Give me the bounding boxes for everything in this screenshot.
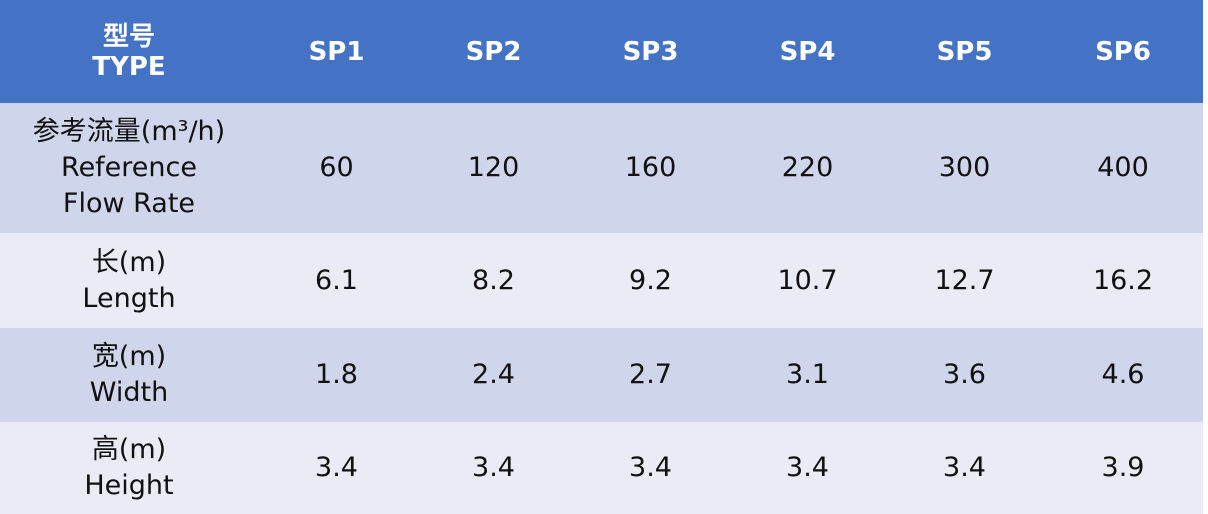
row-label-cell: 参考流量(m³/h) Reference Flow Rate <box>0 103 258 233</box>
column-header: SP4 <box>729 0 886 103</box>
value-cell: 12.7 <box>886 233 1043 328</box>
value-cell: 3.6 <box>886 328 1043 422</box>
value-cell: 3.4 <box>415 422 572 514</box>
row-label-cell: 长(m) Length <box>0 233 258 328</box>
value-cell: 120 <box>415 103 572 233</box>
value-cell: 16.2 <box>1043 233 1203 328</box>
value-cell: 400 <box>1043 103 1203 233</box>
data-row: 宽(m) Width 1.8 2.4 2.7 3.1 3.6 4.6 <box>0 328 1203 422</box>
row-label: 宽(m) <box>91 341 167 372</box>
value-cell: 1.8 <box>258 328 415 422</box>
value-cell: 160 <box>572 103 729 233</box>
value-cell: 3.4 <box>886 422 1043 514</box>
value-cell: 3.1 <box>729 328 886 422</box>
header-cell: 型号 TYPE <box>0 0 258 103</box>
value-cell: 4.6 <box>1043 328 1203 422</box>
value-cell: 220 <box>729 103 886 233</box>
column-header: SP6 <box>1043 0 1203 103</box>
column-header: SP1 <box>258 0 415 103</box>
value-cell: 10.7 <box>729 233 886 328</box>
row-label: Flow Rate <box>62 188 196 219</box>
data-row: 长(m) Length 6.1 8.2 9.2 10.7 12.7 16.2 <box>0 233 1203 328</box>
header-label: TYPE <box>92 51 166 82</box>
row-label: 参考流量(m³/h) <box>32 116 226 147</box>
column-header: SP2 <box>415 0 572 103</box>
row-label-cell: 高(m) Height <box>0 422 258 514</box>
value-cell: 3.4 <box>572 422 729 514</box>
header-row: 型号 TYPE SP1 SP2 SP3 SP4 SP5 SP6 <box>0 0 1203 103</box>
row-label-cell: 宽(m) Width <box>0 328 258 422</box>
value-cell: 2.7 <box>572 328 729 422</box>
value-cell: 3.4 <box>258 422 415 514</box>
data-row: 高(m) Height 3.4 3.4 3.4 3.4 3.4 3.9 <box>0 422 1203 514</box>
column-header: SP5 <box>886 0 1043 103</box>
column-header: SP3 <box>572 0 729 103</box>
value-cell: 2.4 <box>415 328 572 422</box>
data-row: 参考流量(m³/h) Reference Flow Rate 60 120 160 220 3… <box>0 103 1203 233</box>
value-cell: 6.1 <box>258 233 415 328</box>
value-cell: 60 <box>258 103 415 233</box>
value-cell: 9.2 <box>572 233 729 328</box>
row-label: 长(m) <box>91 246 167 278</box>
row-label: Width <box>89 377 169 408</box>
row-label: 高(m) <box>91 434 167 465</box>
value-cell: 3.4 <box>729 422 886 514</box>
header-label: 型号 <box>102 21 155 52</box>
row-label: Length <box>82 282 176 314</box>
value-cell: 300 <box>886 103 1043 233</box>
row-label: Height <box>84 470 174 501</box>
row-label: Reference <box>61 152 197 183</box>
value-cell: 8.2 <box>415 233 572 328</box>
value-cell: 3.9 <box>1043 422 1203 514</box>
